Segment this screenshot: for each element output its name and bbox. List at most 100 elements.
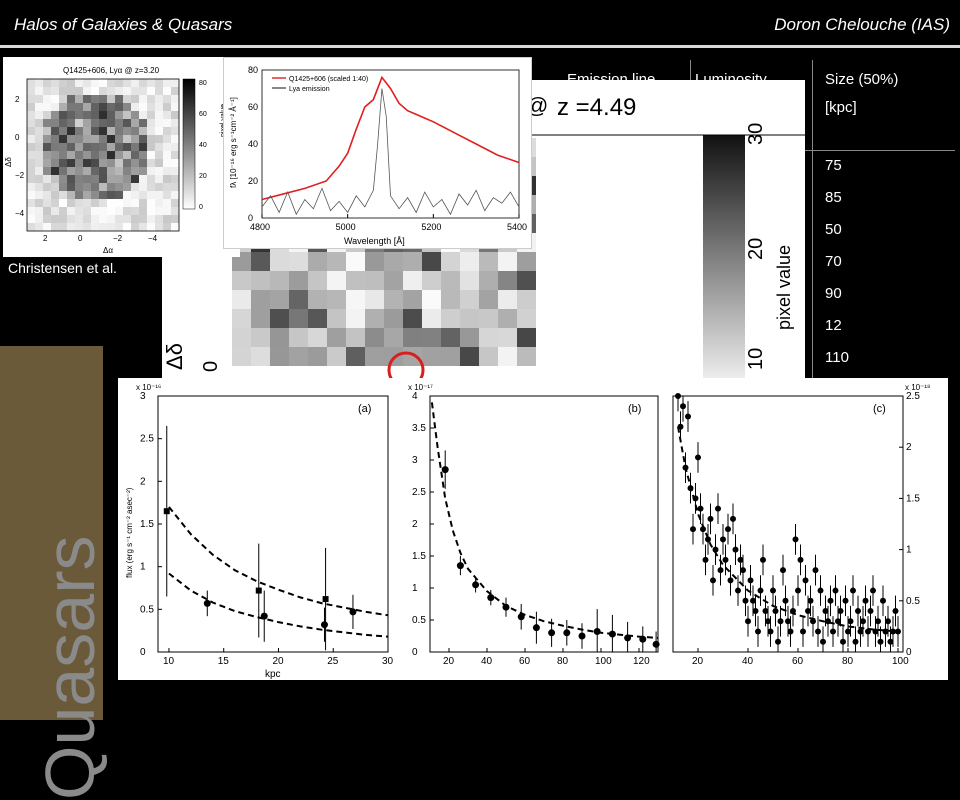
profile-panel: 10 15 20 25 30 0 0.5 1 1.5 2 2.5 3x 10⁻¹⁶ (a) kpc flux… [125,383,394,680]
small-map-pixel [91,175,99,183]
small-map-pixel [171,167,179,175]
profile-xtick: 15 [218,656,230,667]
map-pixel [422,328,441,347]
small-map-pixel [67,207,75,215]
small-map-pixel [171,191,179,199]
small-map-pixel [115,199,123,207]
profile-point [865,628,871,635]
profile-point [782,597,789,604]
profile-point [320,621,328,629]
small-map-pixel [163,95,171,103]
profile-point [832,587,839,594]
small-map-pixel [91,167,99,175]
small-map-pixel [171,87,179,95]
profile-point [892,608,899,615]
small-map-pixel [131,223,139,231]
small-map-pixel [99,95,107,103]
profile-point [710,577,716,584]
small-map-pixel [147,167,155,175]
small-map-pixel [115,207,123,215]
map-pixel [479,290,498,309]
small-map-pixel [51,103,59,111]
credit-label: Christensen et al. [8,260,117,276]
profile-point [825,618,831,625]
small-map-pixel [139,199,147,207]
table-cell-size: 50 [825,221,842,238]
profile-point [203,599,211,607]
profile-point [548,629,556,637]
small-map-pixel [139,183,147,191]
small-map-pixel [83,215,91,223]
profile-point [810,618,816,625]
map-pixel [441,347,460,366]
small-map-pixel [139,87,147,95]
map-pixel [289,347,308,366]
small-map-pixel [51,111,59,119]
small-map-pixel [123,167,131,175]
spectrum-ytick: 60 [248,102,258,112]
profile-frame [672,395,904,653]
map-pixel [403,252,422,271]
profile-ytick: 2 [906,442,912,453]
map-pixel [251,290,270,309]
colorbar-label: pixel value [774,245,794,330]
profile-ytick: 3.5 [412,423,426,434]
small-map-pixel [147,119,155,127]
map-pixel [289,252,308,271]
profile-point [850,587,856,594]
small-map-pixel [171,183,179,191]
profile-point [260,612,268,620]
small-map-pixel [115,135,123,143]
profile-xtick: 10 [163,656,175,667]
small-map-pixel [75,191,83,199]
small-map-pixel [43,111,51,119]
small-map-pixel [115,79,123,87]
small-map-pixel [99,87,107,95]
small-map-pixel [67,167,75,175]
small-map-pixel [67,191,75,199]
map-pixel [384,290,403,309]
profile-point [682,464,689,471]
small-map-pixel [35,183,43,191]
map-pixel [346,347,365,366]
small-map-pixel [155,79,163,87]
small-map-pixel [163,103,171,111]
profile-point [870,587,876,594]
small-map-pixel [147,183,155,191]
small-map-pixel [147,199,155,207]
small-map-pixel [59,95,67,103]
small-map-pixel [131,127,139,135]
small-map-pixel [171,143,179,151]
map-pixel [384,309,403,328]
small-map-pixel [131,175,139,183]
spectrum-frame [261,69,520,219]
small-map-pixel [91,87,99,95]
small-map-pixel [27,151,35,159]
small-map-pixel [163,79,171,87]
profile-ytick: 0 [140,647,146,658]
small-map-pixel [35,191,43,199]
small-map-pixel [35,151,43,159]
lya-map-small-plot: Q1425+606, Lyα @ z=3.202 0 −2 −420−2−4ΔαΔδ8… [4,66,227,255]
map-pixel [308,271,327,290]
profile-point [842,597,849,604]
small-map-pixel [147,111,155,119]
profile-point [487,594,495,602]
small-map-pixel [99,199,107,207]
profile-ytick: 2.5 [412,487,426,498]
small-map-pixel [147,191,155,199]
small-map-pixel [35,207,43,215]
small-map-pixel [131,95,139,103]
small-map-pixel [123,127,131,135]
map-pixel [365,347,384,366]
spectrum-xlabel: Wavelength [Å] [344,236,405,246]
map-pixel [270,290,289,309]
map-pixel [460,309,479,328]
small-map-pixel [35,135,43,143]
small-map-pixel [43,119,51,127]
small-map-pixel [139,223,147,231]
small-map-pixel [163,223,171,231]
small-map-pixel [155,207,163,215]
small-map-pixel [147,79,155,87]
spectrum-plot: 4800 5000 5200 5400 0 20 40 60 80 Wavelength [Å] f… [229,65,527,246]
